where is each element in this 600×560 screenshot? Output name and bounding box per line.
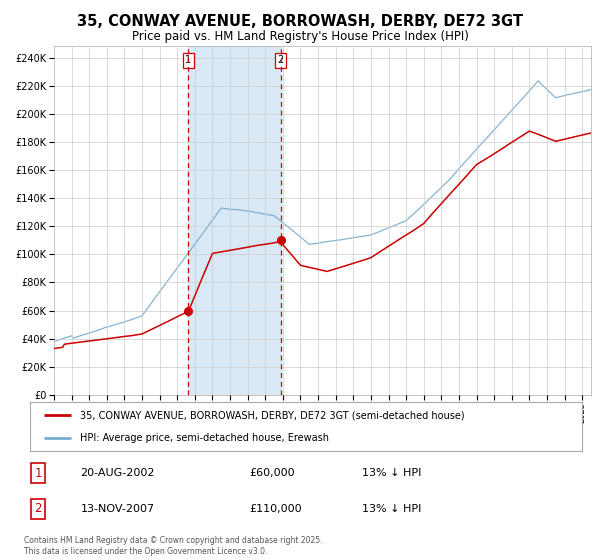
Text: £110,000: £110,000 [250, 504, 302, 514]
Text: Price paid vs. HM Land Registry's House Price Index (HPI): Price paid vs. HM Land Registry's House … [131, 30, 469, 43]
Bar [188, 46, 281, 395]
Text: 13% ↓ HPI: 13% ↓ HPI [362, 468, 422, 478]
Text: 2: 2 [34, 502, 42, 515]
Text: 13% ↓ HPI: 13% ↓ HPI [362, 504, 422, 514]
Text: Contains HM Land Registry data © Crown copyright and database right 2025.
This d: Contains HM Land Registry data © Crown c… [24, 536, 323, 556]
Text: 13-NOV-2007: 13-NOV-2007 [80, 504, 155, 514]
Text: 35, CONWAY AVENUE, BORROWASH, DERBY, DE72 3GT (semi-detached house): 35, CONWAY AVENUE, BORROWASH, DERBY, DE7… [80, 410, 464, 421]
Text: HPI: Average price, semi-detached house, Erewash: HPI: Average price, semi-detached house,… [80, 433, 329, 444]
Text: 35, CONWAY AVENUE, BORROWASH, DERBY, DE72 3GT: 35, CONWAY AVENUE, BORROWASH, DERBY, DE7… [77, 14, 523, 29]
Text: 2: 2 [277, 55, 284, 65]
Text: £60,000: £60,000 [250, 468, 295, 478]
Text: 1: 1 [34, 466, 42, 480]
Text: 1: 1 [185, 55, 191, 65]
Text: 20-AUG-2002: 20-AUG-2002 [80, 468, 155, 478]
